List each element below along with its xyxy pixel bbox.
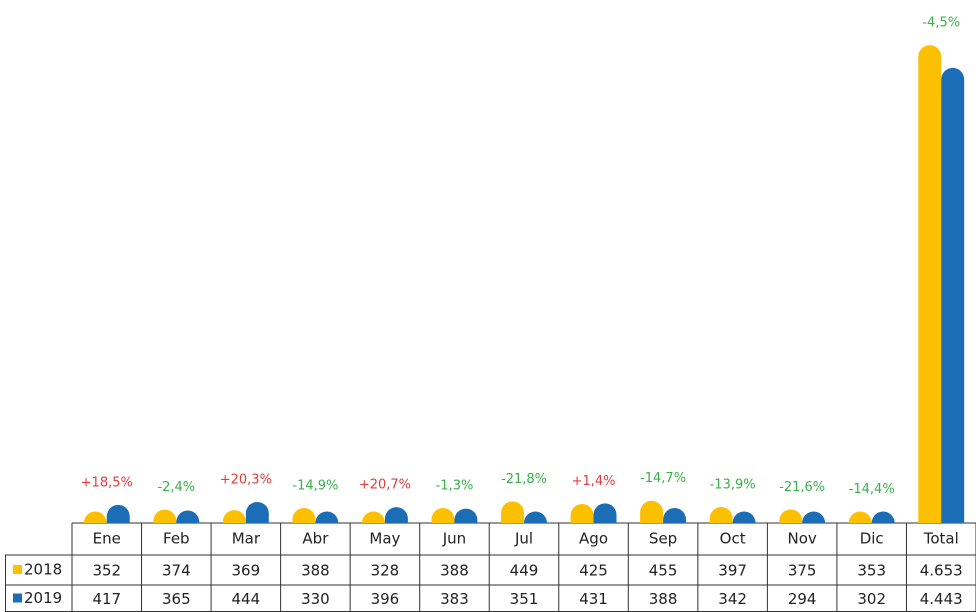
- table-value: 388: [440, 562, 469, 580]
- change-label: -4,5%: [922, 16, 960, 31]
- column-header: Total: [923, 530, 959, 548]
- bar: [501, 501, 524, 523]
- change-label: -2,4%: [157, 480, 195, 495]
- table-value: 396: [371, 590, 400, 608]
- bar: [709, 507, 733, 523]
- column-header: Feb: [163, 530, 190, 548]
- change-label: -14,7%: [640, 471, 686, 486]
- bar: [384, 507, 408, 523]
- bar: [315, 511, 339, 523]
- table-value: 455: [649, 562, 678, 580]
- bar: [431, 508, 455, 523]
- bar: [941, 67, 965, 524]
- table-value: 328: [371, 562, 400, 580]
- change-label: -13,9%: [710, 478, 756, 493]
- column-header: Mar: [232, 530, 261, 548]
- column-header: Oct: [720, 530, 746, 548]
- change-label: -1,3%: [436, 479, 474, 494]
- legend-label: 2018: [24, 561, 62, 579]
- table-value: 4.653: [920, 562, 963, 580]
- bar: [779, 509, 803, 523]
- table-value: 330: [301, 590, 330, 608]
- table-value: 352: [92, 562, 121, 580]
- legend-swatch: [13, 593, 22, 603]
- table-value: 397: [718, 562, 747, 580]
- bar: [871, 511, 895, 523]
- bar: [83, 511, 107, 523]
- bar: [802, 511, 826, 523]
- table-value: 342: [718, 590, 747, 608]
- change-label: -14,4%: [849, 482, 895, 497]
- change-label: +1,4%: [572, 474, 616, 489]
- change-label: +18,5%: [81, 475, 133, 490]
- table-value: 4.443: [920, 590, 963, 608]
- table-value: 383: [440, 590, 469, 608]
- bar: [640, 500, 664, 523]
- column-header: Dic: [860, 530, 884, 548]
- bar: [245, 501, 269, 523]
- table-value: 375: [788, 562, 817, 580]
- table-value: 294: [788, 590, 817, 608]
- table-value: 444: [232, 590, 261, 608]
- legend-swatch: [13, 565, 22, 574]
- bar: [663, 508, 687, 523]
- column-header: May: [369, 530, 400, 548]
- change-label: -21,8%: [501, 472, 547, 487]
- bar: [292, 508, 316, 523]
- bar: [732, 511, 756, 523]
- bar: [570, 504, 594, 523]
- column-header: Abr: [302, 530, 329, 548]
- bar: [454, 508, 478, 523]
- change-label: -21,6%: [779, 480, 825, 495]
- legend-label: 2019: [24, 589, 62, 607]
- table-value: 302: [857, 590, 886, 608]
- table-value: 431: [579, 590, 608, 608]
- bar: [222, 510, 246, 523]
- bar: [106, 504, 130, 523]
- change-label: +20,3%: [220, 472, 272, 487]
- table-value: 425: [579, 562, 608, 580]
- table-value: 365: [162, 590, 191, 608]
- bar: [176, 510, 200, 523]
- table-value: 369: [232, 562, 261, 580]
- column-header: Nov: [788, 530, 817, 548]
- change-label: +20,7%: [359, 478, 411, 493]
- table-value: 449: [510, 562, 539, 580]
- column-header: Sep: [649, 530, 677, 548]
- table-value: 374: [162, 562, 191, 580]
- column-header: Jul: [514, 530, 533, 548]
- table-value: 353: [857, 562, 886, 580]
- column-header: Ene: [93, 530, 121, 548]
- bar: [153, 509, 177, 523]
- bar: [524, 511, 547, 523]
- bar: [593, 503, 617, 523]
- bar: [918, 45, 942, 524]
- table-value: 351: [510, 590, 539, 608]
- table-value: 388: [301, 562, 330, 580]
- column-header: Jun: [442, 530, 466, 548]
- bar: [848, 511, 872, 523]
- change-label: -14,9%: [292, 479, 338, 494]
- table-value: 417: [92, 590, 121, 608]
- bar: [361, 511, 385, 523]
- table-value: 388: [649, 590, 678, 608]
- column-header: Ago: [579, 530, 608, 548]
